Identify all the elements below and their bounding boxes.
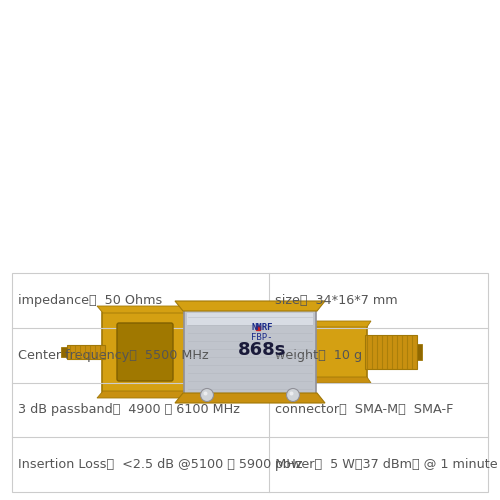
Bar	[417, 344, 422, 360]
FancyBboxPatch shape	[184, 310, 316, 394]
Text: 868s: 868s	[238, 341, 286, 359]
Text: FBP-: FBP-	[252, 334, 273, 342]
FancyBboxPatch shape	[117, 323, 173, 381]
Text: weight：  10 g: weight： 10 g	[275, 348, 362, 362]
Polygon shape	[175, 301, 325, 311]
FancyBboxPatch shape	[102, 310, 188, 394]
Bar	[0, 0, 500, 272]
Polygon shape	[309, 377, 371, 383]
Bar	[12, 273, 488, 492]
Text: size：  34*16*7 mm: size： 34*16*7 mm	[275, 294, 398, 307]
Circle shape	[286, 388, 300, 402]
Polygon shape	[97, 391, 193, 398]
Text: Center frequency：  5500 MHz: Center frequency： 5500 MHz	[18, 348, 208, 362]
FancyBboxPatch shape	[313, 325, 367, 379]
Text: power：  5 W（37 dBm） @ 1 minute: power： 5 W（37 dBm） @ 1 minute	[275, 458, 498, 471]
Circle shape	[204, 392, 208, 396]
Text: NMRF: NMRF	[252, 324, 273, 332]
Bar	[187, 313, 313, 325]
Polygon shape	[97, 306, 193, 313]
Polygon shape	[309, 321, 371, 327]
Bar	[365, 335, 417, 369]
Bar	[67, 345, 105, 359]
Polygon shape	[175, 393, 325, 403]
Text: Insertion Loss：  <2.5 dB @5100 ～ 5900 MHz: Insertion Loss： <2.5 dB @5100 ～ 5900 MHz	[18, 458, 302, 471]
Bar	[61, 347, 67, 357]
Text: impedance：  50 Ohms: impedance： 50 Ohms	[18, 294, 162, 307]
Text: connector：  SMA-M，  SMA-F: connector： SMA-M， SMA-F	[275, 404, 454, 416]
Text: 3 dB passband：  4900 ～ 6100 MHz: 3 dB passband： 4900 ～ 6100 MHz	[18, 404, 240, 416]
Circle shape	[200, 388, 213, 402]
Circle shape	[290, 392, 294, 396]
